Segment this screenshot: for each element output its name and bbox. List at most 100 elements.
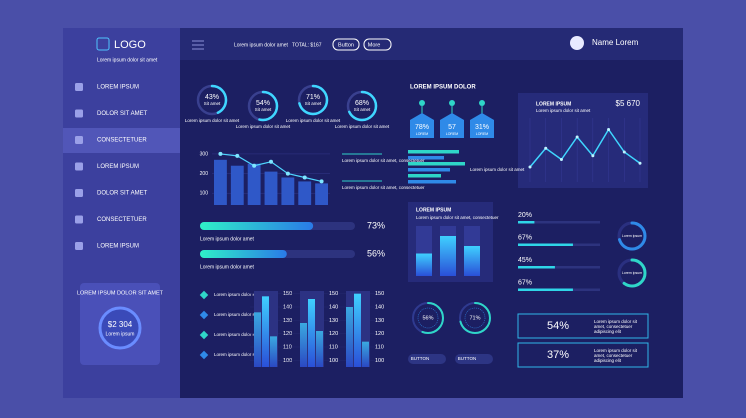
bar [230, 165, 244, 205]
menu-icon [75, 136, 83, 144]
pins-title: LOREM IPSUM DOLOR [410, 85, 476, 91]
ring-arc [617, 221, 647, 251]
ring-inner [464, 307, 486, 329]
y-tick-label: 140 [329, 304, 338, 310]
menu-item[interactable]: DOLOR SIT AMET [97, 191, 148, 197]
user-name[interactable]: Name Lorem [592, 38, 639, 47]
avatar[interactable] [570, 36, 584, 50]
bar-card-text: Lorem ipsum dolor sit amet, consectetuer [416, 215, 499, 220]
donut-label: 54% [256, 100, 270, 107]
bar-card-title: LOREM IPSUM [416, 207, 451, 213]
menu-item[interactable]: CONSECTETUER [97, 138, 147, 144]
line-point [591, 154, 595, 158]
bar [300, 323, 307, 367]
top-text: Lorem ipsum dolor amet [234, 42, 289, 48]
group-item: Lorem ipsum dolor sit amet [214, 312, 269, 317]
line [529, 128, 641, 168]
minidonut-caption: Lorem ipsum [622, 234, 642, 238]
y-tick-label: 120 [283, 331, 292, 337]
donut-label: 68% [355, 100, 369, 107]
bar [264, 171, 278, 205]
line-point [302, 175, 307, 180]
line-point [269, 159, 273, 164]
ring-button[interactable] [455, 354, 493, 364]
menu-item[interactable]: LOREM IPSUM [97, 164, 139, 170]
ring-label: 56% [422, 315, 433, 321]
y-tick-label: 110 [283, 344, 292, 350]
pin-body [470, 113, 494, 138]
progress-text: Lorem ipsum dolor amet [200, 236, 255, 242]
group-item: Lorem ipsum dolor sit amet [214, 292, 269, 297]
menu-icon [75, 109, 83, 118]
pin-head [419, 100, 425, 106]
bar [464, 246, 480, 276]
meter-bar [518, 288, 573, 291]
ring-button-label[interactable]: BUTTON [458, 356, 476, 361]
meter-bar [518, 243, 573, 246]
top-button[interactable] [332, 38, 360, 51]
y-tick-label: 140 [283, 304, 292, 310]
bar [298, 181, 312, 205]
y-tick-label: 100 [375, 358, 384, 364]
y-tick-label: 130 [375, 318, 384, 324]
y-tick-label: 120 [375, 331, 384, 337]
hbar [408, 174, 441, 178]
donut-text: Lorem ipsum dolor sit amet [286, 118, 341, 123]
ring-button-label[interactable]: BUTTON [411, 356, 429, 361]
menu-item[interactable]: LOREM IPSUM [97, 244, 139, 250]
diamond [199, 330, 209, 340]
pin-head [479, 100, 485, 106]
line-card-amount: $5 670 [616, 99, 641, 108]
line-point [544, 146, 548, 150]
line-point [575, 135, 579, 139]
bar [315, 183, 328, 205]
line-point [235, 153, 240, 158]
top-button-label[interactable]: Button [338, 42, 354, 48]
donut-label: 71% [306, 94, 320, 101]
progress-bar [200, 222, 314, 230]
more-label[interactable]: More [368, 42, 381, 48]
menu-icon [75, 242, 83, 250]
meter-label: 67% [518, 234, 532, 241]
progress-label: 56% [367, 248, 385, 258]
line-point [559, 158, 563, 161]
menu-icon [75, 215, 83, 224]
line-point [638, 161, 642, 165]
y-tick-label: 110 [329, 344, 338, 350]
ring-arc [617, 258, 647, 288]
menu-item[interactable]: CONSECTETUER [97, 217, 147, 223]
donut-caption: Sit amet [305, 101, 322, 106]
hbar [408, 180, 456, 184]
ring-arc [412, 302, 444, 334]
donut-label: 43% [205, 94, 219, 101]
bar [270, 336, 277, 367]
y-tick-label: 200 [200, 171, 209, 177]
ring-arc [247, 90, 279, 122]
donut-text: Lorem ipsum dolor sit amet [185, 118, 240, 123]
side-card-amount: $2 304 [108, 320, 133, 329]
y-tick-label: 300 [200, 151, 209, 157]
group-item: Lorem ipsum dolor sit amet [214, 332, 269, 337]
line-point [218, 151, 223, 156]
ring-inner [417, 307, 439, 329]
y-tick-label: 150 [329, 291, 338, 297]
progress-label: 73% [367, 220, 385, 230]
pin-head [449, 100, 455, 106]
more-button[interactable] [363, 38, 392, 51]
hbar [408, 150, 459, 154]
ring-button[interactable] [408, 354, 446, 364]
line-card-title: LOREM IPSUM [536, 101, 571, 107]
pin-caption: LOREM [476, 132, 489, 136]
pin-label: 78% [415, 124, 429, 131]
meter-track [518, 266, 600, 269]
y-tick-label: 100 [200, 191, 209, 197]
menu-item[interactable]: LOREM IPSUM [97, 85, 139, 91]
bar [346, 307, 353, 367]
line-point [528, 165, 532, 169]
y-tick-label: 120 [329, 331, 338, 337]
bar [416, 253, 432, 276]
menu-item[interactable]: DOLOR SIT AMET [97, 111, 148, 117]
menu-icon [75, 189, 83, 197]
pin-body [410, 113, 434, 138]
